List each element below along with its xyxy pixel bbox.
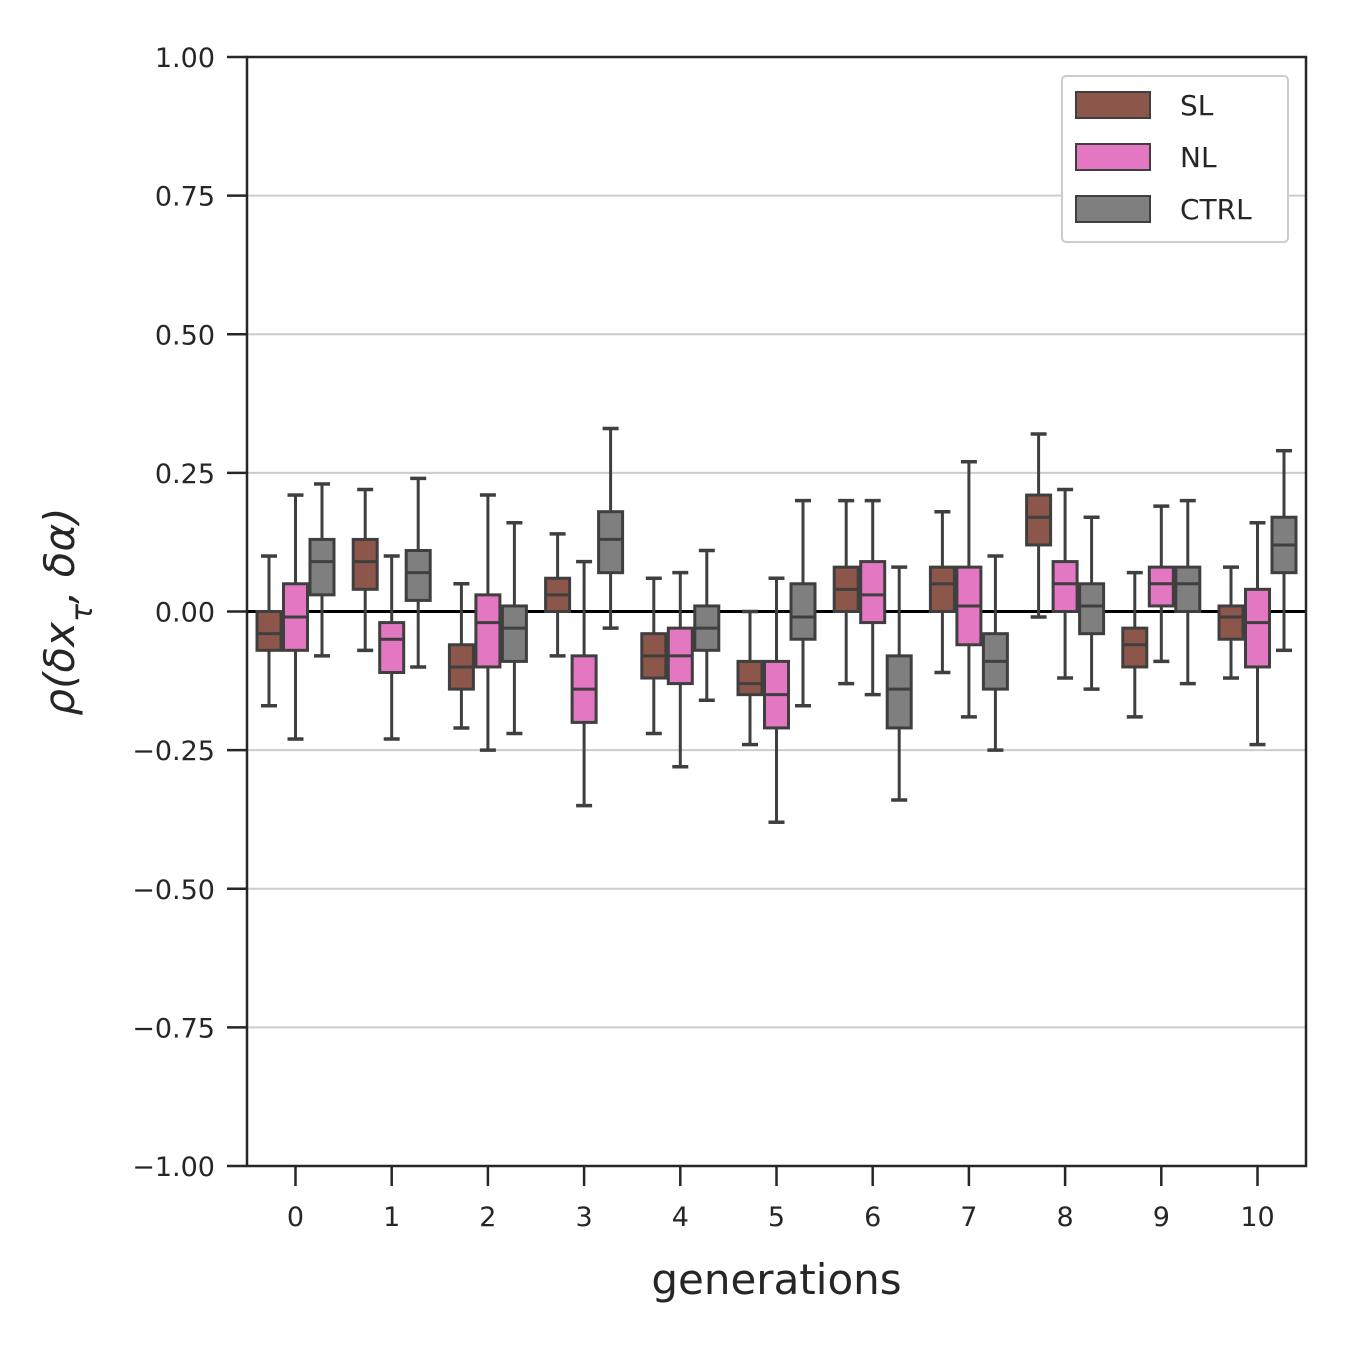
box-sl-gen-7 [928, 509, 956, 675]
box-sl-gen-3 [544, 532, 572, 658]
box-sl-gen-5 [736, 609, 764, 747]
iqr-box [378, 621, 406, 674]
legend-swatch-nl [1075, 143, 1151, 171]
x-tick-label: 7 [960, 1202, 977, 1233]
box-nl-gen-6 [859, 498, 887, 697]
box-ctrl-gen-1 [404, 476, 432, 669]
x-tick-label: 2 [479, 1202, 496, 1233]
box-ctrl-gen-4 [693, 548, 721, 702]
box-sl-gen-8 [1025, 432, 1053, 619]
iqr-box [1244, 587, 1271, 669]
x-tick-label: 5 [768, 1202, 785, 1233]
x-tick-label: 6 [864, 1202, 881, 1233]
iqr-box [1174, 565, 1202, 614]
box-nl-gen-2 [474, 493, 502, 752]
box-ctrl-gen-7 [981, 554, 1009, 752]
iqr-box [500, 604, 528, 663]
box-sl-gen-6 [832, 498, 860, 686]
x-axis-title: generations [651, 1255, 901, 1304]
x-axis-ticks: 0 1 2 3 4 5 6 7 8 9 10 [287, 1166, 1275, 1233]
x-tick-label: 1 [383, 1202, 400, 1233]
y-tick-label: 0.75 [155, 182, 215, 213]
x-tick-label: 4 [672, 1202, 689, 1233]
iqr-box [351, 537, 379, 591]
iqr-box [404, 549, 432, 602]
iqr-box [1078, 582, 1106, 636]
y-tick-label: 0.00 [155, 598, 215, 629]
legend-swatch-ctrl [1075, 195, 1151, 223]
y-tick-label: −0.50 [132, 875, 215, 906]
box-nl-gen-8 [1051, 487, 1079, 680]
y-axis-ticks: 1.00 0.75 0.50 0.25 0.00 −0.25 −0.50 −0.75 −1.00 [132, 43, 247, 1183]
x-tick-label: 9 [1153, 1202, 1170, 1233]
legend-label-nl: NL [1180, 141, 1217, 174]
legend-label-ctrl: CTRL [1180, 193, 1252, 226]
legend-label-sl: SL [1180, 89, 1214, 122]
iqr-box [1121, 626, 1149, 669]
y-tick-label: −0.75 [132, 1013, 215, 1044]
box-ctrl-gen-6 [885, 565, 913, 802]
box-nl-gen-9 [1147, 504, 1175, 664]
iqr-box [789, 582, 817, 641]
y-axis-title: ρ(δxτ, δα) [35, 507, 100, 715]
y-tick-label: 0.50 [155, 320, 215, 351]
box-nl-gen-1 [378, 554, 406, 741]
box-nl-gen-0 [282, 493, 309, 741]
box-plots [255, 426, 1298, 824]
x-tick-label: 0 [287, 1202, 304, 1233]
box-ctrl-gen-0 [308, 482, 336, 658]
y-tick-label: 0.25 [155, 459, 215, 490]
y-tick-label: −0.25 [132, 736, 215, 767]
box-nl-gen-10 [1244, 521, 1271, 747]
legend: SL NL CTRL [1061, 75, 1289, 243]
box-nl-gen-4 [666, 570, 694, 769]
box-sl-gen-9 [1121, 570, 1149, 719]
x-tick-label: 10 [1240, 1202, 1274, 1233]
y-tick-label: 1.00 [155, 43, 215, 74]
box-ctrl-gen-5 [789, 498, 817, 708]
box-sl-gen-10 [1217, 565, 1245, 680]
box-ctrl-gen-2 [500, 521, 528, 736]
box-sl-gen-2 [447, 582, 475, 730]
x-tick-label: 3 [576, 1202, 593, 1233]
box-ctrl-gen-10 [1270, 448, 1298, 653]
y-tick-label: −1.00 [132, 1152, 215, 1183]
iqr-box [928, 565, 956, 614]
box-ctrl-gen-9 [1174, 498, 1202, 686]
box-sl-gen-4 [640, 576, 668, 736]
iqr-box [255, 610, 283, 652]
iqr-box [1147, 565, 1175, 608]
box-ctrl-gen-3 [597, 426, 625, 630]
legend-swatch-sl [1075, 91, 1151, 119]
iqr-box [308, 537, 336, 597]
iqr-box [1051, 560, 1079, 613]
box-sl-gen-1 [351, 487, 379, 653]
iqr-box [736, 659, 764, 697]
iqr-box [1025, 493, 1053, 547]
iqr-box [859, 560, 887, 625]
iqr-box [885, 654, 913, 730]
iqr-box [1217, 604, 1245, 641]
box-ctrl-gen-8 [1078, 515, 1106, 691]
box-sl-gen-0 [255, 554, 283, 708]
x-tick-label: 8 [1057, 1202, 1074, 1233]
iqr-box [597, 510, 625, 575]
box-nl-gen-3 [570, 559, 598, 808]
iqr-box [474, 593, 502, 669]
box-nl-gen-5 [763, 576, 790, 824]
box-nl-gen-7 [955, 460, 983, 719]
